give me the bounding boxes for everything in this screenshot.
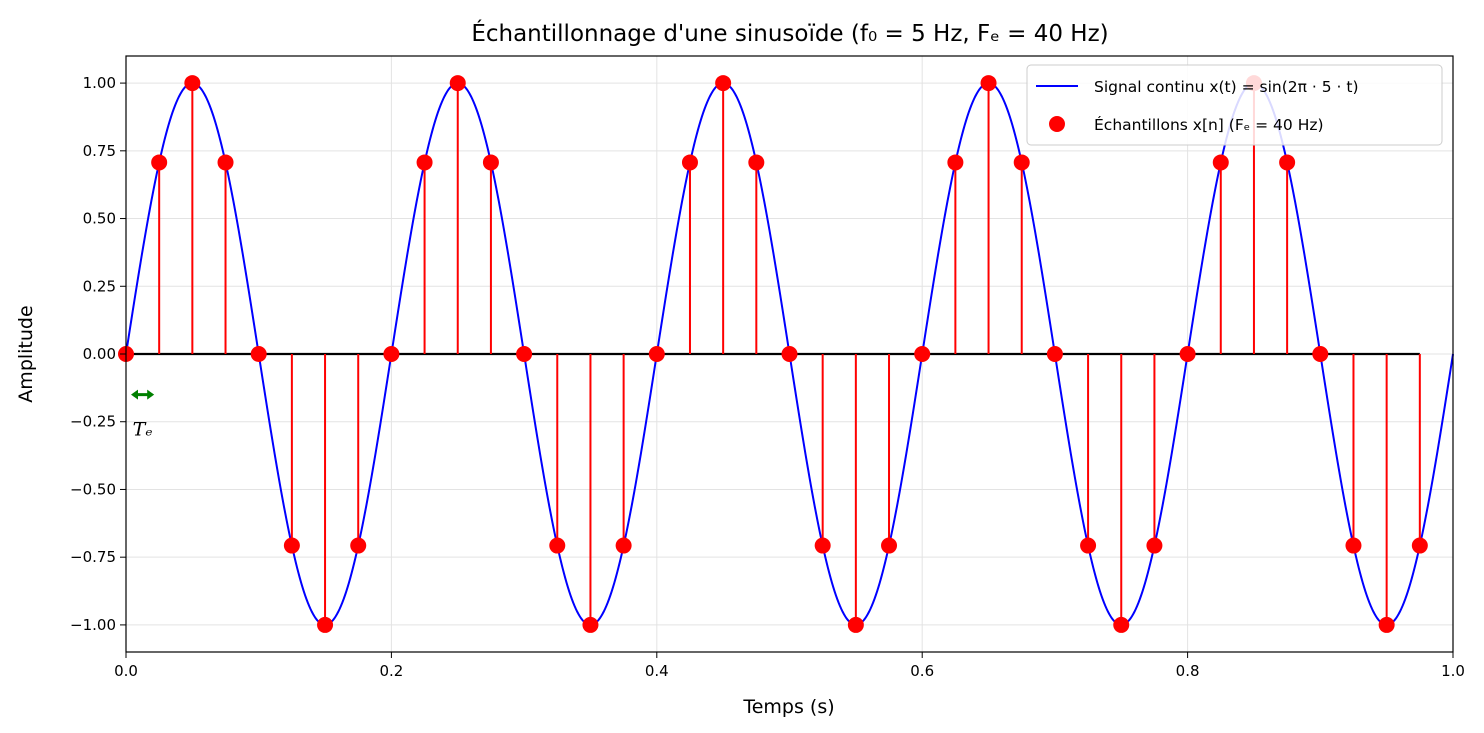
sample-point	[847, 616, 864, 633]
sample-point	[781, 346, 798, 362]
y-tick-label: 0.00	[83, 345, 116, 363]
sample-point	[582, 616, 599, 633]
y-tick-label: 0.50	[83, 210, 116, 228]
sample-point	[1013, 154, 1030, 171]
y-tick-label: 0.25	[83, 277, 116, 295]
sample-point	[615, 537, 632, 554]
y-axis-label: Amplitude	[15, 305, 37, 402]
sample-point	[1279, 154, 1296, 171]
y-tick-label: −0.75	[70, 548, 116, 566]
sample-point	[947, 154, 964, 171]
sample-point	[1312, 346, 1329, 362]
sample-point	[217, 154, 234, 171]
sample-point	[350, 537, 367, 554]
sample-point	[681, 154, 698, 171]
sample-point	[549, 537, 566, 554]
x-axis-ticks: 0.0 0.2 0.4 0.6 0.8 1.0	[114, 652, 1465, 680]
legend-label-signal: Signal continu x(t) = sin(2π · 5 · t)	[1094, 78, 1359, 96]
x-tick-label: 0.4	[645, 662, 669, 680]
sample-point	[980, 75, 997, 92]
sample-point	[1046, 346, 1063, 362]
sample-point	[151, 154, 168, 171]
y-tick-label: −0.50	[70, 480, 116, 498]
sample-point	[715, 75, 732, 92]
period-label: Tₑ	[133, 419, 153, 441]
period-arrow-head-right	[147, 389, 155, 400]
sample-point	[250, 346, 267, 362]
x-tick-label: 0.6	[910, 662, 934, 680]
sample-point	[516, 346, 533, 362]
sample-stems	[118, 75, 1428, 633]
sample-point	[648, 346, 665, 362]
sample-point	[1212, 154, 1229, 171]
sample-point	[383, 346, 400, 362]
y-tick-label: 1.00	[83, 74, 116, 92]
sample-point	[449, 75, 466, 92]
sample-point	[1113, 616, 1130, 633]
y-tick-label: 0.75	[83, 142, 116, 160]
chart-title: Échantillonnage d'une sinusoïde (f₀ = 5 …	[471, 19, 1108, 47]
sample-point	[1345, 537, 1362, 554]
x-axis-label: Temps (s)	[742, 696, 834, 718]
y-axis-ticks: −1.00 −0.75 −0.50 −0.25 0.00 0.25 0.50 0.75 1.00	[70, 74, 126, 634]
sample-point	[482, 154, 499, 171]
sample-point	[748, 154, 765, 171]
sample-point	[1179, 346, 1196, 362]
sample-point	[184, 75, 201, 92]
period-annotation: Tₑ	[131, 389, 155, 441]
sample-point	[814, 537, 831, 554]
x-tick-label: 1.0	[1441, 662, 1465, 680]
sample-point	[914, 346, 931, 362]
x-tick-label: 0.8	[1176, 662, 1200, 680]
legend-box	[1026, 64, 1443, 146]
legend: Signal continu x(t) = sin(2π · 5 · t) Éc…	[1026, 64, 1443, 146]
sample-point	[416, 154, 433, 171]
sample-point	[317, 616, 334, 633]
sample-point	[1080, 537, 1097, 554]
sample-point	[881, 537, 898, 554]
sample-point	[1411, 537, 1428, 554]
sample-point	[283, 537, 300, 554]
legend-label-samples: Échantillons x[n] (Fₑ = 40 Hz)	[1094, 115, 1324, 134]
y-tick-label: −0.25	[70, 413, 116, 431]
legend-marker-swatch	[1049, 116, 1065, 132]
sample-point	[1146, 537, 1163, 554]
x-tick-label: 0.2	[379, 662, 403, 680]
sample-point	[1378, 616, 1395, 633]
y-tick-label: −1.00	[70, 616, 116, 634]
period-arrow-head-left	[131, 389, 138, 400]
x-tick-label: 0.0	[114, 662, 138, 680]
